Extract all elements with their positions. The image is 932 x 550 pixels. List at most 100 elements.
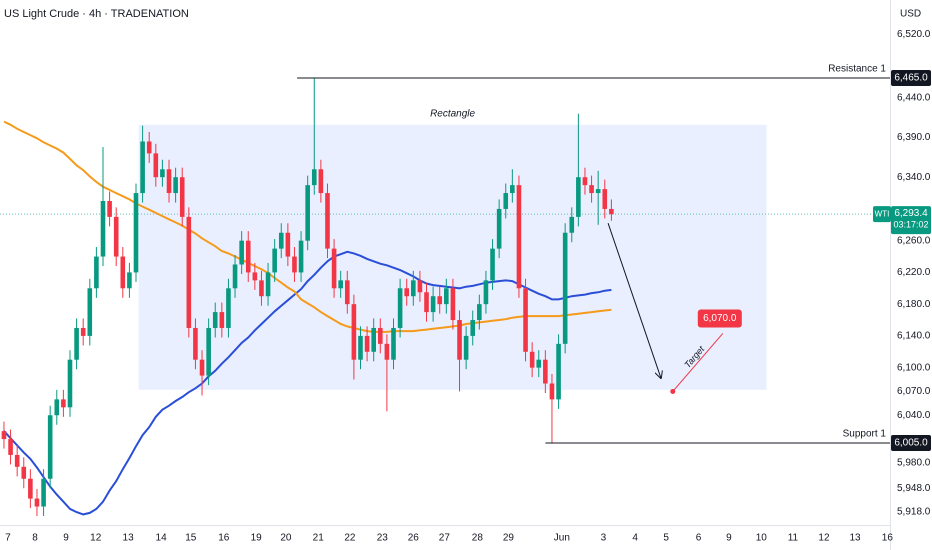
x-tick-label: 27 [439, 533, 451, 544]
support-price-label: 6,005.0 [894, 438, 928, 449]
last-price-box [891, 206, 931, 235]
y-tick-label: 6,440.0 [897, 92, 931, 103]
y-tick-label: 5,980.0 [897, 458, 931, 469]
x-tick-label: 13 [849, 533, 861, 544]
candle-body [21, 466, 27, 479]
x-tick-label: 3 [601, 533, 607, 544]
candle-body [252, 272, 258, 281]
x-tick-label: 4 [632, 533, 638, 544]
y-tick-label: 6,140.0 [897, 331, 931, 342]
x-tick-label: 10 [756, 533, 768, 544]
candle-body [272, 248, 277, 273]
candle-body [14, 454, 20, 467]
candle-body [305, 185, 310, 241]
candle-body [74, 327, 79, 360]
candle-body [113, 216, 119, 257]
candle-body [232, 264, 238, 289]
candle-body [28, 478, 33, 499]
candle-body [602, 189, 608, 209]
candle-body [311, 169, 317, 186]
candle-body [424, 292, 429, 313]
candle-body [510, 185, 515, 194]
x-tick-label: 11 [788, 533, 799, 544]
x-tick-label: 9 [726, 533, 732, 544]
x-tick-label: 23 [377, 533, 389, 544]
candle-body [298, 240, 304, 273]
candle-body [41, 478, 46, 507]
candle-body [67, 359, 73, 408]
candle-body [463, 335, 469, 360]
candle-body [411, 280, 416, 297]
resistance-label: Resistance 1 [828, 64, 886, 75]
x-tick-label: 21 [313, 533, 325, 544]
candle-body [404, 288, 410, 297]
resistance-price-label: 6,465.0 [894, 73, 928, 84]
candle-body [457, 320, 462, 360]
x-tick-label: 12 [818, 533, 830, 544]
candle-body [503, 193, 509, 209]
y-tick-label: 5,948.0 [897, 483, 931, 494]
support-price-box [891, 435, 931, 452]
candle-body [523, 288, 528, 352]
candle-body [61, 399, 66, 408]
candle-body [153, 153, 159, 178]
candle-body [265, 272, 271, 297]
x-tick-label: 9 [63, 533, 69, 544]
rectangle-label: Rectangle [430, 108, 475, 119]
resistance-price-box [891, 70, 931, 87]
candle-body [179, 177, 185, 217]
candle-body [186, 216, 192, 328]
candle-body [94, 256, 99, 289]
y-tick-label: 6,040.0 [897, 410, 931, 421]
candle-body [384, 343, 390, 360]
y-tick-label: 6,180.0 [897, 299, 931, 310]
x-tick-label: 26 [408, 533, 420, 544]
candle-body [543, 359, 548, 384]
candle-body [285, 232, 291, 257]
pattern-rectangle [138, 124, 767, 390]
y-tick-label: 6,390.0 [897, 132, 931, 143]
y-tick-label: 5,918.0 [897, 507, 931, 518]
candle-body [344, 280, 350, 305]
candle-body [536, 359, 542, 368]
candle-body [450, 288, 456, 321]
candle-body [444, 288, 449, 305]
candle-body [8, 439, 13, 455]
x-tick-label: 22 [344, 533, 356, 544]
x-tick-label: 13 [123, 533, 135, 544]
candle-body [160, 169, 165, 178]
candle-body [173, 177, 178, 194]
x-tick-label: 5 [663, 533, 669, 544]
candle-body [107, 201, 112, 217]
candle-body [569, 216, 575, 233]
candle-body [34, 498, 40, 507]
candle-body [127, 272, 132, 289]
candle-body [496, 208, 502, 249]
candle-body [193, 327, 198, 360]
candle-body [1, 431, 7, 440]
x-tick-label: 16 [882, 533, 894, 544]
symbol-box [873, 206, 891, 223]
candle-body [140, 141, 145, 194]
target-point [670, 388, 676, 394]
candle-body [437, 296, 443, 305]
countdown-label: 03:17:02 [893, 220, 928, 230]
candle-body [609, 208, 614, 215]
y-tick-label: 6,100.0 [897, 362, 931, 373]
candle-body [245, 240, 251, 273]
candle-body [529, 351, 535, 368]
candle-body [318, 169, 324, 194]
candle-body [417, 280, 423, 293]
candle-body [589, 185, 594, 194]
support-label: Support 1 [843, 429, 887, 440]
candle-body [470, 320, 476, 336]
candle-body [80, 327, 86, 336]
candle-body [595, 189, 601, 194]
candle-body [490, 248, 495, 281]
candle-body [364, 335, 370, 352]
y-tick-label: 6,340.0 [897, 172, 931, 183]
x-tick-label: 7 [5, 533, 11, 544]
candle-body [206, 327, 211, 376]
